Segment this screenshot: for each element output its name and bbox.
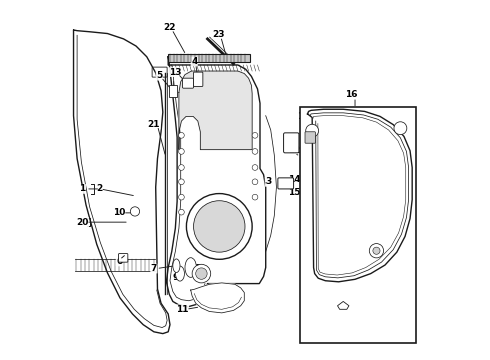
Circle shape (192, 264, 211, 283)
Circle shape (178, 149, 184, 154)
Circle shape (252, 179, 258, 185)
FancyBboxPatch shape (182, 78, 194, 88)
Text: 7: 7 (151, 264, 157, 273)
Text: 18: 18 (345, 312, 358, 321)
Text: 11: 11 (176, 305, 189, 314)
Ellipse shape (173, 259, 180, 273)
Text: 20: 20 (76, 218, 89, 227)
Bar (168, 54, 249, 62)
Text: 16: 16 (345, 90, 358, 99)
Circle shape (394, 122, 407, 135)
Polygon shape (191, 283, 245, 313)
Ellipse shape (185, 258, 196, 277)
Polygon shape (338, 301, 349, 309)
Text: 8: 8 (195, 264, 201, 273)
FancyBboxPatch shape (152, 67, 167, 77)
Circle shape (306, 124, 318, 137)
Circle shape (130, 207, 140, 216)
Circle shape (373, 247, 380, 254)
FancyBboxPatch shape (119, 253, 128, 262)
Text: 6: 6 (116, 257, 122, 266)
Text: 23: 23 (212, 30, 224, 39)
Circle shape (178, 132, 184, 138)
Circle shape (194, 201, 245, 252)
Text: 10: 10 (113, 208, 125, 217)
FancyBboxPatch shape (284, 133, 299, 153)
Circle shape (186, 194, 252, 259)
Circle shape (252, 149, 258, 154)
Text: 19: 19 (373, 255, 385, 264)
Ellipse shape (175, 266, 184, 281)
Text: 3: 3 (265, 177, 271, 186)
FancyBboxPatch shape (194, 72, 203, 86)
Polygon shape (179, 71, 252, 150)
Text: 13: 13 (169, 68, 182, 77)
Text: 4: 4 (191, 57, 197, 66)
Circle shape (369, 244, 384, 258)
Text: 1: 1 (79, 184, 86, 193)
FancyBboxPatch shape (305, 132, 316, 143)
Circle shape (178, 194, 184, 200)
Circle shape (196, 268, 207, 279)
Text: 5: 5 (156, 71, 162, 80)
Circle shape (252, 165, 258, 170)
Text: 15: 15 (288, 188, 300, 197)
Bar (300, 107, 416, 342)
Circle shape (252, 132, 258, 138)
Text: 12: 12 (288, 146, 300, 155)
Circle shape (178, 165, 184, 170)
Circle shape (252, 194, 258, 200)
Text: 14: 14 (288, 175, 300, 184)
Text: 17: 17 (296, 112, 309, 121)
Circle shape (178, 209, 184, 215)
Text: 9: 9 (172, 273, 178, 282)
FancyBboxPatch shape (278, 178, 294, 189)
Text: 2: 2 (97, 184, 103, 193)
FancyBboxPatch shape (169, 85, 177, 97)
Text: 21: 21 (147, 120, 160, 129)
Text: 22: 22 (163, 23, 175, 32)
Circle shape (178, 179, 184, 185)
